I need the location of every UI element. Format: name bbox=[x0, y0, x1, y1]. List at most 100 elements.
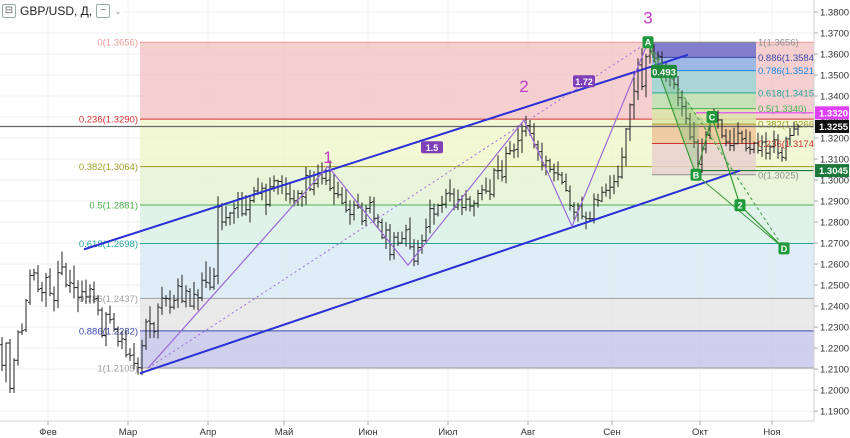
ohlc-bar bbox=[176, 278, 180, 308]
ohlc-bar bbox=[596, 193, 600, 207]
ohlc-bar bbox=[56, 260, 60, 309]
price-tick-label: 1.3800 bbox=[820, 7, 849, 18]
ohlc-bar bbox=[8, 338, 12, 394]
ohlc-bar bbox=[620, 147, 624, 179]
drawing-labels[interactable]: 1 2 3 1.5 1.72 0.493 A B C D 2 bbox=[323, 9, 790, 255]
ohlc-bar bbox=[40, 281, 44, 302]
ohlc-bar bbox=[212, 267, 216, 290]
ohlc-bar bbox=[456, 189, 460, 211]
pattern-ratio-label: 0.493 bbox=[652, 67, 676, 78]
ohlc-bar bbox=[584, 211, 588, 230]
price-axis[interactable]: 1.1900 1.2000 1.2100 1.2200 1.2300 1.2400 1.25… bbox=[813, 0, 850, 438]
pattern-ratio-badge[interactable] bbox=[651, 64, 677, 78]
elliott-wave-path[interactable] bbox=[147, 41, 649, 369]
ohlc-bar bbox=[84, 279, 88, 304]
ohlc-bar bbox=[736, 122, 740, 145]
abcd-bd-line[interactable] bbox=[695, 174, 785, 249]
ohlc-bar bbox=[428, 199, 432, 234]
elliott-wave-label[interactable]: 2 bbox=[519, 77, 528, 96]
fib-retracement-left[interactable]: 0(1.3656) 0.236(1.3290) 0.382(1.3064) 0.5(1… bbox=[79, 38, 828, 375]
abcd-point-badge[interactable] bbox=[734, 199, 746, 212]
ohlc-bar bbox=[152, 321, 156, 339]
time-tick-label: Окт bbox=[692, 427, 709, 438]
price-tick-label: 1.1900 bbox=[820, 407, 849, 418]
symbol-title[interactable]: GBP/USD, Д, bbox=[20, 4, 93, 18]
ohlc-bar bbox=[476, 189, 480, 208]
ohlc-bar bbox=[148, 306, 152, 339]
price-tick-label: 1.2400 bbox=[820, 302, 849, 313]
ohlc-bar bbox=[616, 165, 620, 188]
ohlc-bar bbox=[772, 130, 776, 154]
ohlc-bar bbox=[136, 357, 140, 375]
ohlc-bar bbox=[756, 132, 760, 154]
ohlc-bar bbox=[480, 184, 484, 201]
ohlc-bar bbox=[0, 336, 4, 372]
time-tick-label: Апр bbox=[200, 427, 217, 438]
ohlc-bar bbox=[28, 269, 32, 306]
settings-button[interactable]: − bbox=[96, 4, 111, 18]
time-axis[interactable]: Фев Мар Апр Май Июн Июл Авг Сен Окт Ноя bbox=[0, 420, 814, 438]
ohlc-bar bbox=[200, 272, 204, 302]
ohlc-bar bbox=[392, 232, 396, 260]
ohlc-bar bbox=[592, 193, 596, 224]
price-tick-label: 1.2000 bbox=[820, 386, 849, 397]
channel-ratio-label: 1.5 bbox=[426, 143, 439, 153]
ohlc-bar bbox=[168, 290, 172, 314]
ohlc-bar bbox=[764, 132, 768, 160]
ohlc-bar bbox=[412, 239, 416, 267]
abcd-point-badge[interactable] bbox=[778, 242, 790, 255]
abcd-point-badge[interactable] bbox=[706, 111, 718, 124]
price-marker-label: 1.3045 bbox=[819, 166, 849, 177]
price-tick-label: 1.3700 bbox=[820, 28, 849, 39]
plot-area[interactable]: 0(1.3656) 0.236(1.3290) 0.382(1.3064) 0.5(1… bbox=[0, 9, 828, 394]
abcd-point-label: C bbox=[709, 113, 716, 123]
abcd-projection-line[interactable] bbox=[647, 41, 785, 249]
ohlc-bar bbox=[104, 311, 108, 347]
price-marker[interactable] bbox=[815, 164, 849, 178]
ohlc-bar bbox=[448, 179, 452, 202]
time-tick-label: Июн bbox=[358, 427, 377, 438]
ohlc-bar bbox=[100, 307, 104, 338]
ohlc-bar bbox=[332, 172, 336, 205]
abcd-point-label: 2 bbox=[737, 201, 742, 211]
channel-ratio-badge[interactable] bbox=[421, 141, 443, 154]
ohlc-bar bbox=[108, 305, 112, 324]
price-tick-label: 1.2900 bbox=[820, 197, 849, 208]
collapse-button[interactable]: ⊟ bbox=[2, 4, 16, 18]
ohlc-bar bbox=[468, 196, 472, 212]
ohlc-bar bbox=[724, 128, 728, 147]
elliott-wave-label[interactable]: 3 bbox=[643, 9, 652, 28]
price-marker[interactable] bbox=[815, 119, 849, 133]
price-axis-bg bbox=[814, 0, 850, 438]
fib-zone bbox=[652, 42, 756, 58]
ohlc-bar bbox=[560, 172, 564, 185]
channel-lower-line[interactable] bbox=[139, 169, 741, 375]
channel-ratio-badge[interactable] bbox=[573, 75, 595, 88]
fib-zone bbox=[140, 205, 814, 244]
elliott-wave-label[interactable]: 1 bbox=[323, 148, 332, 167]
ohlc-bar bbox=[208, 266, 212, 291]
ohlc-bar bbox=[500, 160, 504, 182]
ohlc-bar bbox=[404, 224, 408, 247]
abcd-point-badge[interactable] bbox=[690, 168, 702, 181]
price-tick-label: 1.3000 bbox=[820, 176, 849, 187]
ohlc-bar bbox=[732, 127, 736, 152]
fib-zone bbox=[140, 243, 814, 299]
fib-level-label: 0(1.3656) bbox=[97, 38, 138, 49]
fib-zone bbox=[652, 57, 756, 71]
price-marker-label: 1.3320 bbox=[819, 108, 848, 119]
price-tick-label: 1.3200 bbox=[820, 134, 849, 145]
abcd-point-badge[interactable] bbox=[642, 36, 654, 49]
price-marker[interactable] bbox=[815, 106, 849, 120]
ohlc-bar bbox=[396, 231, 400, 247]
fib-level-label: 0.886(1.3584) bbox=[758, 53, 817, 64]
ohlc-bar bbox=[752, 141, 756, 154]
ohlc-bar bbox=[796, 123, 800, 136]
ohlc-bar bbox=[12, 358, 16, 394]
ohlc-bar bbox=[556, 161, 560, 181]
ohlc-bar bbox=[548, 158, 552, 173]
ohlc-bar bbox=[572, 202, 576, 220]
chevron-down-icon[interactable]: ⌄ bbox=[114, 5, 122, 16]
